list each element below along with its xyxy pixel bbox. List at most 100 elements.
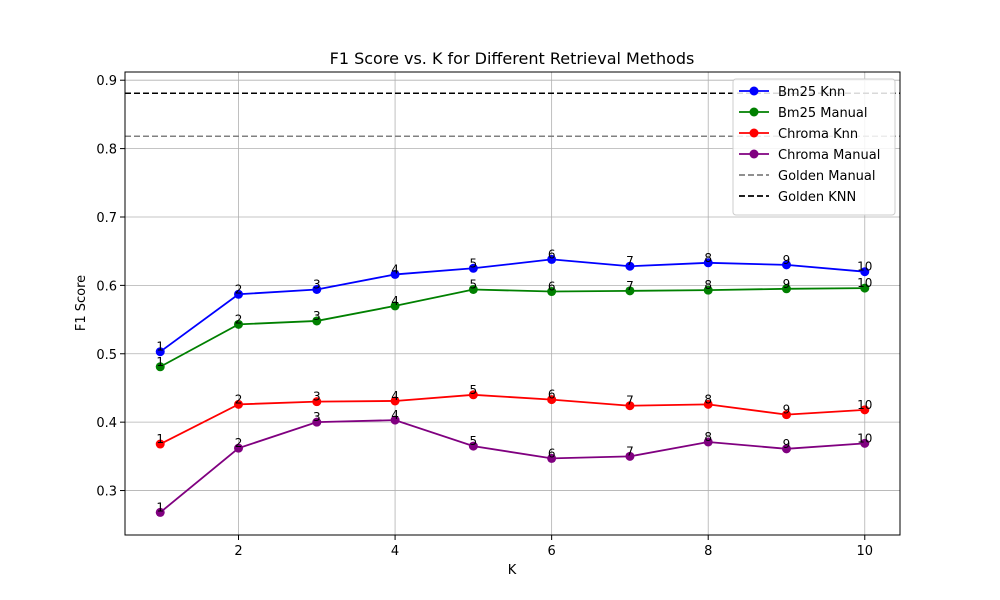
point-label-chroma-manual: 1 <box>156 500 164 514</box>
legend-item-golden-knn: Golden KNN <box>739 190 856 205</box>
data-point-bm25-manual <box>312 316 322 326</box>
data-point-chroma-manual <box>860 438 870 448</box>
point-label-chroma-knn: 9 <box>783 403 791 417</box>
data-point-bm25-knn <box>390 269 400 279</box>
legend-label: Chroma Knn <box>778 127 858 142</box>
data-point-chroma-knn <box>468 390 478 400</box>
data-point-chroma-manual <box>547 453 557 463</box>
point-label-chroma-knn: 7 <box>626 394 634 408</box>
point-label-bm25-knn: 10 <box>857 260 872 274</box>
legend-item-golden-manual: Golden Manual <box>739 169 876 184</box>
data-point-chroma-manual <box>781 444 791 454</box>
data-point-bm25-knn <box>547 254 557 264</box>
point-label-chroma-manual: 6 <box>548 446 556 460</box>
data-point-chroma-manual <box>625 451 635 461</box>
data-point-bm25-knn <box>234 289 244 299</box>
x-axis-label: K <box>508 563 517 578</box>
data-point-chroma-manual <box>468 441 478 451</box>
y-tick-label: 0.9 <box>96 74 117 89</box>
point-label-bm25-manual: 7 <box>626 279 634 293</box>
data-point-bm25-manual <box>860 283 870 293</box>
data-point-bm25-manual <box>468 284 478 294</box>
legend-item-chroma-manual: Chroma Manual <box>739 148 880 163</box>
y-tick-label: 0.3 <box>96 485 117 500</box>
data-point-bm25-manual <box>155 362 165 372</box>
point-label-bm25-knn: 4 <box>391 262 399 276</box>
data-point-chroma-manual <box>390 415 400 425</box>
point-label-chroma-knn: 6 <box>548 388 556 402</box>
legend-label: Chroma Manual <box>778 148 880 163</box>
series-chroma-manual: 1 2 3 4 5 6 7 8 9 10 <box>155 408 872 517</box>
series-bm25-manual: 1 2 3 4 5 6 7 8 9 10 <box>155 276 872 372</box>
x-tick-label: 4 <box>391 544 399 559</box>
data-point-bm25-manual <box>781 284 791 294</box>
data-point-chroma-knn <box>860 405 870 415</box>
point-label-chroma-knn: 1 <box>156 432 164 446</box>
data-point-bm25-manual <box>234 319 244 329</box>
data-point-bm25-knn <box>155 347 165 357</box>
series-line-bm25-manual <box>159 287 865 368</box>
data-point-bm25-manual <box>547 287 557 297</box>
point-label-bm25-knn: 6 <box>548 247 556 261</box>
point-label-chroma-knn: 5 <box>470 383 478 397</box>
point-label-bm25-manual: 9 <box>783 277 791 291</box>
legend-swatch-marker <box>749 86 759 96</box>
legend-item-chroma-knn: Chroma Knn <box>739 127 858 142</box>
axes: 2 4 6 8 10 0.3 0.4 0.5 0.6 0.7 0.8 0.9 <box>96 71 901 559</box>
data-point-chroma-manual <box>312 417 322 427</box>
legend-swatch-marker <box>749 149 759 159</box>
series-group: 1 2 3 4 5 6 7 8 9 10 1 2 3 4 5 6 7 8 9 10 1 2 3 4 5 6 7 8 9 10 1 2 3 4 5 6 7… <box>155 247 872 517</box>
data-point-chroma-manual <box>234 443 244 453</box>
point-label-chroma-manual: 7 <box>626 444 634 458</box>
point-label-bm25-knn: 5 <box>470 256 478 270</box>
point-label-bm25-knn: 8 <box>704 251 712 265</box>
x-tick-label: 2 <box>234 544 242 559</box>
legend-label: Golden KNN <box>778 190 856 205</box>
legend-item-bm25-knn: Bm25 Knn <box>739 85 845 100</box>
y-tick-label: 0.7 <box>96 211 117 226</box>
y-tick-label: 0.5 <box>96 348 117 363</box>
point-label-bm25-knn: 1 <box>156 340 164 354</box>
y-axis-label: F1 Score <box>74 275 89 331</box>
point-label-bm25-manual: 4 <box>391 294 399 308</box>
data-point-chroma-manual <box>703 437 713 447</box>
point-label-chroma-manual: 5 <box>470 434 478 448</box>
point-label-chroma-manual: 9 <box>783 437 791 451</box>
data-point-bm25-knn <box>781 260 791 270</box>
x-tick-label: 6 <box>548 544 556 559</box>
data-point-bm25-knn <box>860 267 870 277</box>
y-tick-label: 0.6 <box>96 279 117 294</box>
reference-lines <box>125 92 900 138</box>
point-label-bm25-manual: 3 <box>313 309 321 323</box>
data-point-chroma-knn <box>547 395 557 405</box>
series-line-chroma-manual <box>159 419 865 514</box>
data-point-chroma-knn <box>781 410 791 420</box>
point-label-chroma-manual: 8 <box>704 430 712 444</box>
legend-label: Bm25 Manual <box>778 106 868 121</box>
point-label-chroma-knn: 3 <box>313 390 321 404</box>
data-point-bm25-manual <box>625 286 635 296</box>
legend-box <box>732 78 896 216</box>
legend-label: Bm25 Knn <box>778 85 845 100</box>
data-point-chroma-knn <box>625 401 635 411</box>
data-point-bm25-knn <box>312 284 322 294</box>
legend-swatch-marker <box>749 128 759 138</box>
point-label-chroma-manual: 2 <box>235 436 243 450</box>
y-tick-label: 0.8 <box>96 143 117 158</box>
y-tick-label: 0.4 <box>96 416 117 431</box>
point-label-chroma-manual: 3 <box>313 410 321 424</box>
series-line-chroma-knn <box>159 393 865 445</box>
point-label-chroma-knn: 10 <box>857 398 872 412</box>
data-point-chroma-knn <box>312 397 322 407</box>
legend-swatch-marker <box>749 107 759 117</box>
data-point-bm25-knn <box>703 258 713 268</box>
point-label-bm25-manual: 6 <box>548 280 556 294</box>
series-line-bm25-knn <box>159 258 865 353</box>
point-label-chroma-knn: 2 <box>235 392 243 406</box>
data-point-chroma-manual <box>155 507 165 517</box>
legend-item-bm25-manual: Bm25 Manual <box>739 106 868 121</box>
point-label-bm25-knn: 2 <box>235 282 243 296</box>
point-label-chroma-knn: 4 <box>391 389 399 403</box>
data-point-bm25-manual <box>703 285 713 295</box>
